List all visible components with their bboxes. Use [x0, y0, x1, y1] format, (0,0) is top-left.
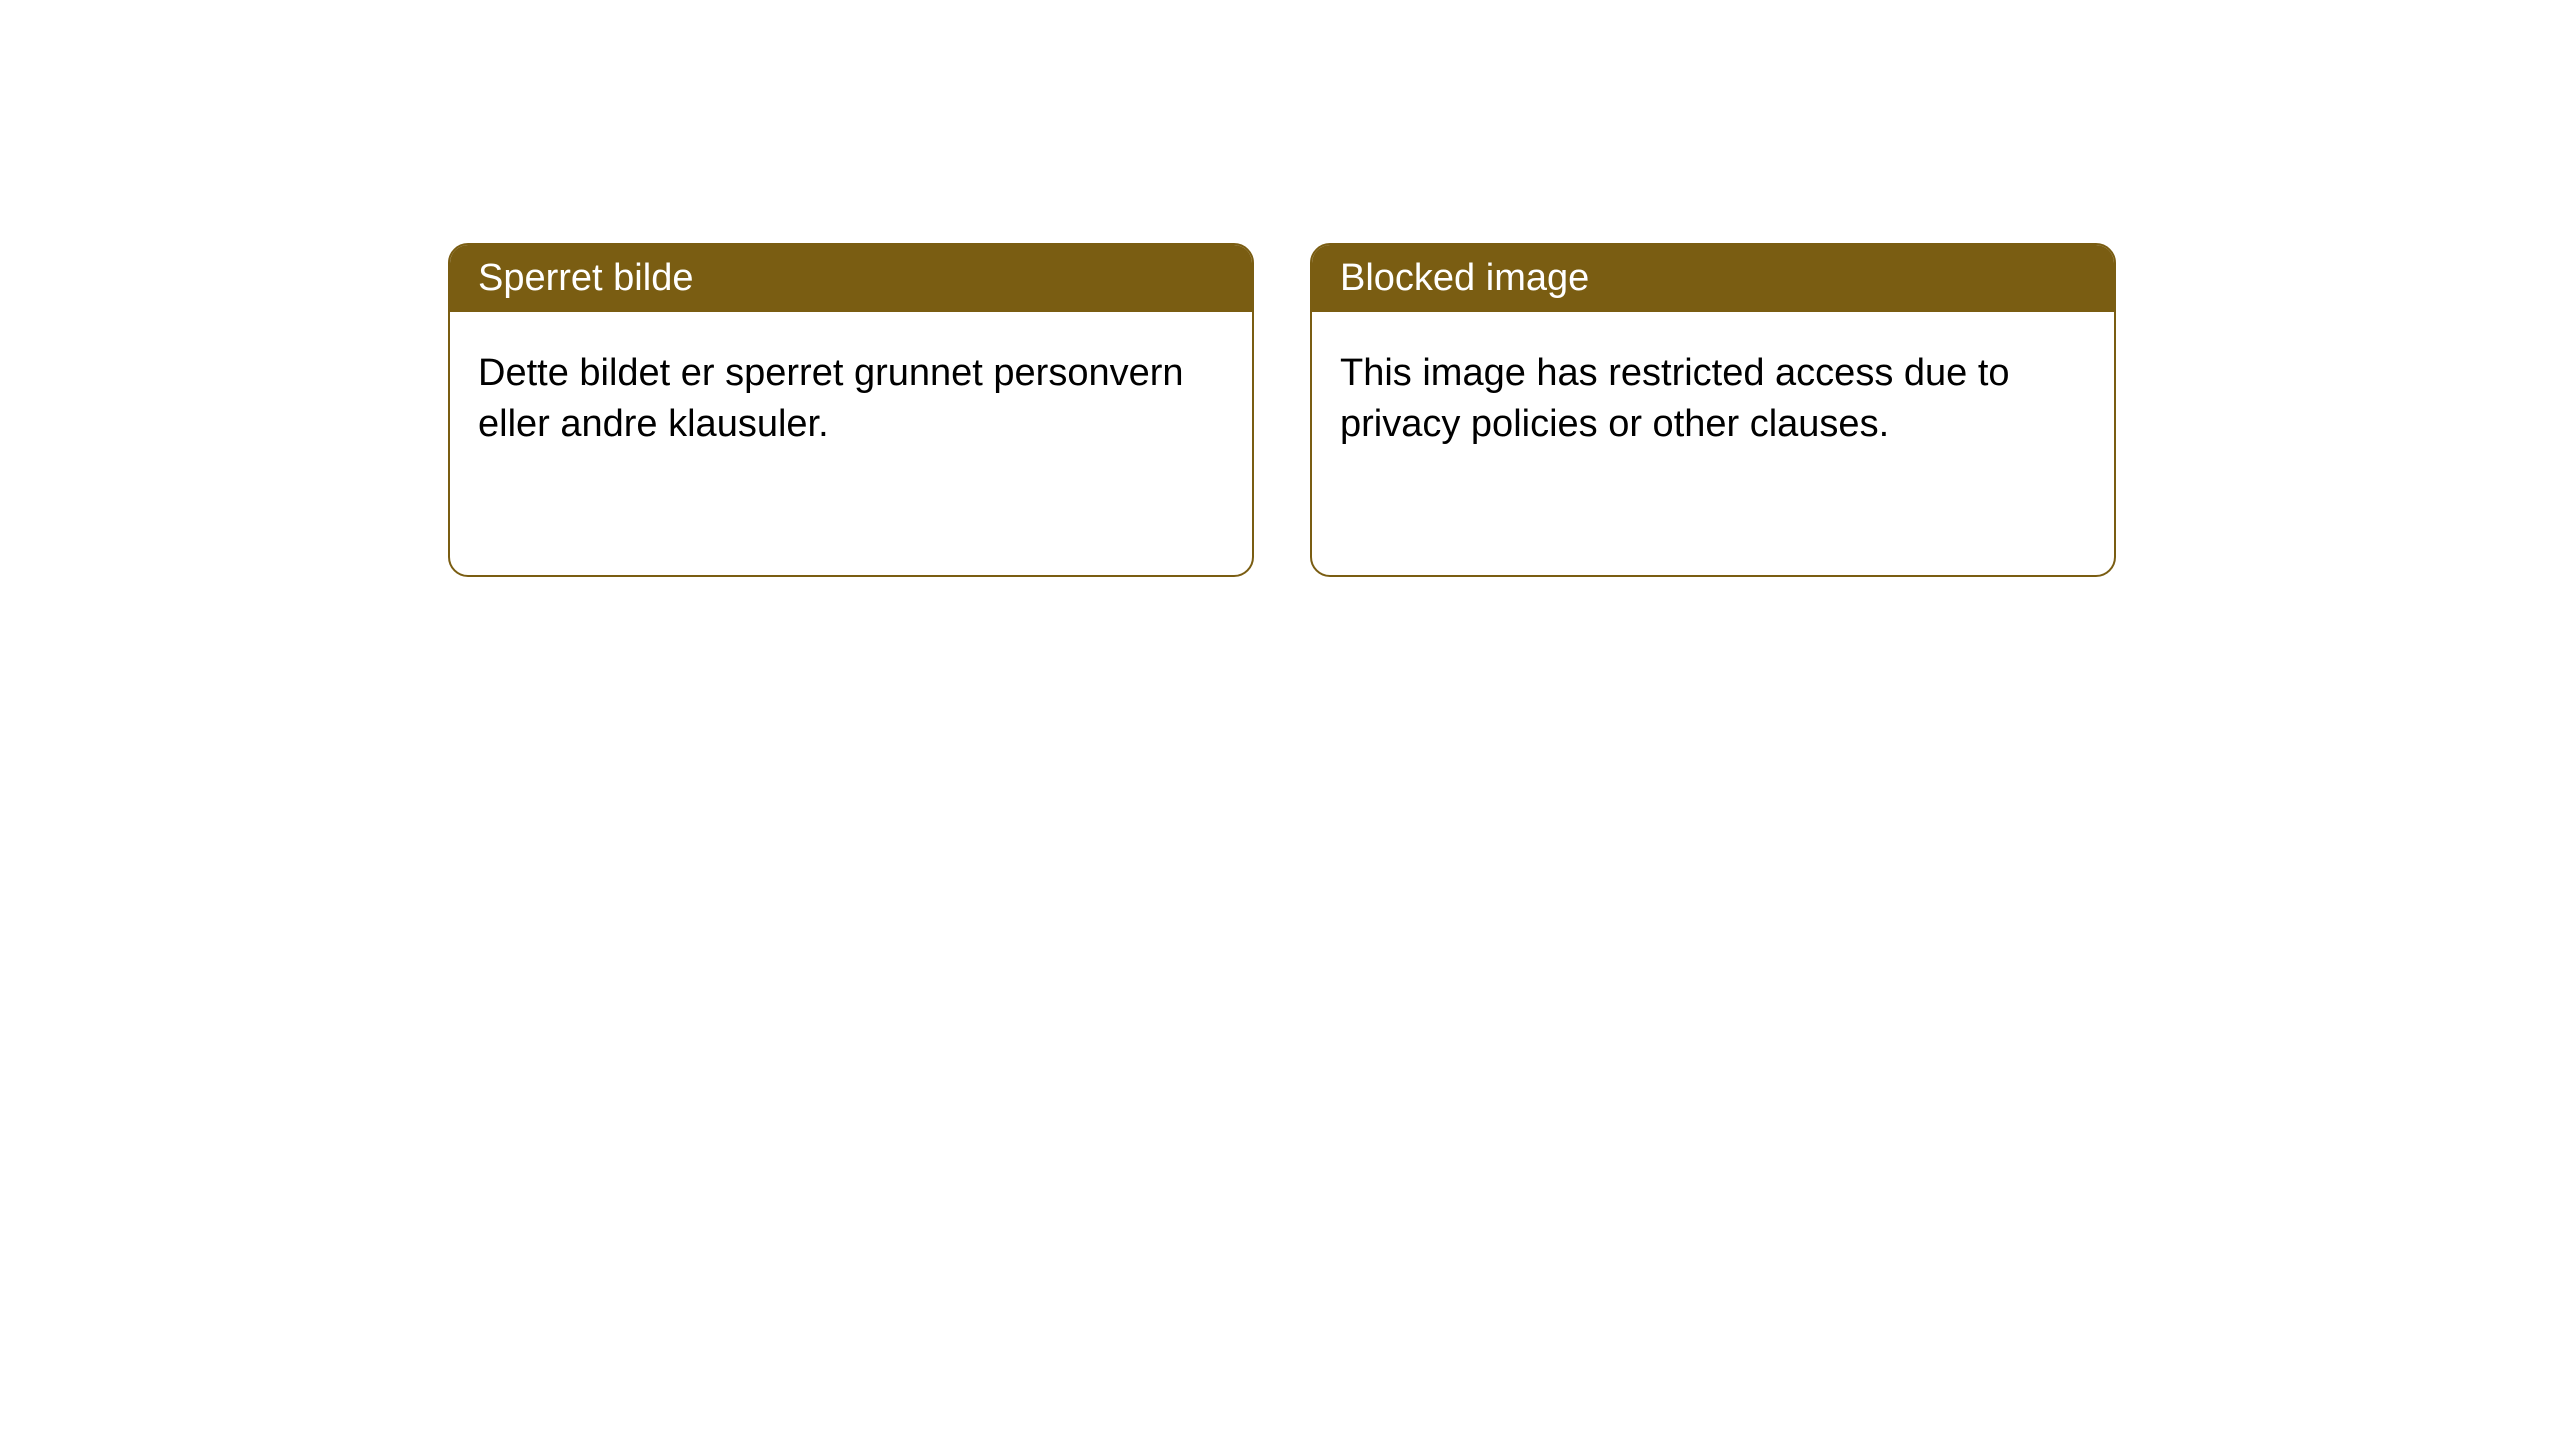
- notice-body-text: Dette bildet er sperret grunnet personve…: [478, 352, 1184, 445]
- notice-card-english: Blocked image This image has restricted …: [1310, 243, 2116, 577]
- notice-body-text: This image has restricted access due to …: [1340, 352, 2010, 445]
- notice-card-header: Blocked image: [1312, 245, 2114, 312]
- notice-title: Blocked image: [1340, 257, 1589, 299]
- notice-title: Sperret bilde: [478, 257, 693, 299]
- notice-card-body: Dette bildet er sperret grunnet personve…: [450, 312, 1252, 487]
- notice-card-header: Sperret bilde: [450, 245, 1252, 312]
- notice-container: Sperret bilde Dette bildet er sperret gr…: [448, 243, 2116, 577]
- notice-card-body: This image has restricted access due to …: [1312, 312, 2114, 487]
- notice-card-norwegian: Sperret bilde Dette bildet er sperret gr…: [448, 243, 1254, 577]
